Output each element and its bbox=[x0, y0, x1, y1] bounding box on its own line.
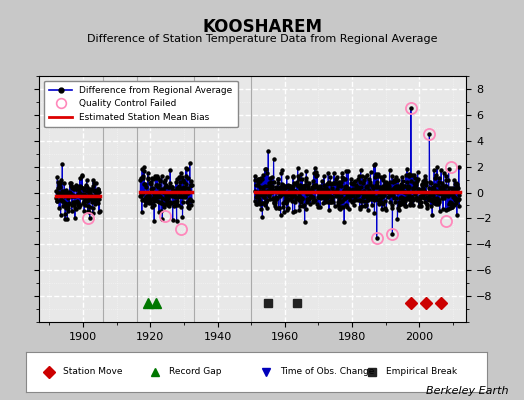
Legend: Difference from Regional Average, Quality Control Failed, Estimated Station Mean: Difference from Regional Average, Qualit… bbox=[44, 80, 238, 127]
Text: Berkeley Earth: Berkeley Earth bbox=[426, 386, 508, 396]
Text: Record Gap: Record Gap bbox=[169, 368, 222, 376]
Text: Empirical Break: Empirical Break bbox=[386, 368, 457, 376]
Text: Time of Obs. Change: Time of Obs. Change bbox=[280, 368, 374, 376]
Text: Difference of Station Temperature Data from Regional Average: Difference of Station Temperature Data f… bbox=[87, 34, 437, 44]
Text: KOOSHAREM: KOOSHAREM bbox=[202, 18, 322, 36]
Text: Station Move: Station Move bbox=[63, 368, 123, 376]
